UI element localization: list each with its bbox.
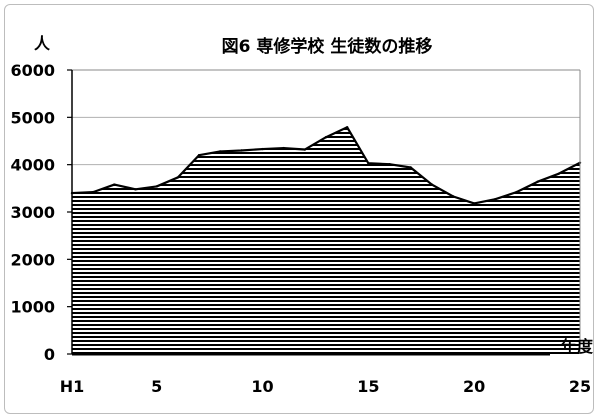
data-point xyxy=(261,147,264,151)
data-point xyxy=(557,172,561,175)
data-point xyxy=(113,183,116,186)
data-point xyxy=(240,149,243,152)
x-tick-label: 5 xyxy=(151,377,162,396)
data-point xyxy=(345,126,349,129)
data-point xyxy=(282,146,285,150)
chart-title: 図6 専修学校 生徒数の推移 xyxy=(222,36,433,57)
data-point xyxy=(494,198,497,201)
x-tick-label: 15 xyxy=(357,377,379,396)
area-series xyxy=(70,126,582,354)
y-tick-label: 0 xyxy=(44,345,55,364)
y-tick-label: 3000 xyxy=(10,203,55,222)
y-tick-label: 5000 xyxy=(10,108,55,127)
data-point xyxy=(218,150,222,153)
x-axis-unit-label: 年度 xyxy=(561,337,594,356)
area-fill xyxy=(72,127,580,354)
data-point xyxy=(472,202,476,205)
x-tick-label: 10 xyxy=(251,377,273,396)
data-point xyxy=(515,190,518,194)
data-point xyxy=(430,183,434,186)
y-tick-label: 1000 xyxy=(10,298,55,317)
data-point xyxy=(451,195,455,198)
y-tick-label: 6000 xyxy=(10,61,55,80)
data-point xyxy=(197,154,201,157)
y-tick-label: 2000 xyxy=(10,250,55,269)
data-point xyxy=(91,190,95,194)
data-point xyxy=(367,162,370,165)
data-point xyxy=(388,162,391,166)
data-point xyxy=(303,148,307,151)
data-point xyxy=(409,166,412,169)
data-point xyxy=(155,185,158,188)
y-tick-label: 4000 xyxy=(10,156,55,175)
x-tick-label: H1 xyxy=(60,377,85,396)
labels: 図6 専修学校 生徒数の推移 人 年度 0 1000 2000 3000 4000 500… xyxy=(10,34,594,396)
data-point xyxy=(134,188,137,191)
data-point xyxy=(324,136,328,139)
y-axis-unit-label: 人 xyxy=(34,34,51,53)
x-tick-label: 20 xyxy=(463,377,485,396)
x-tick-label: 25 xyxy=(569,377,591,396)
data-point xyxy=(536,180,539,183)
data-point xyxy=(176,176,180,179)
axes xyxy=(67,69,581,356)
